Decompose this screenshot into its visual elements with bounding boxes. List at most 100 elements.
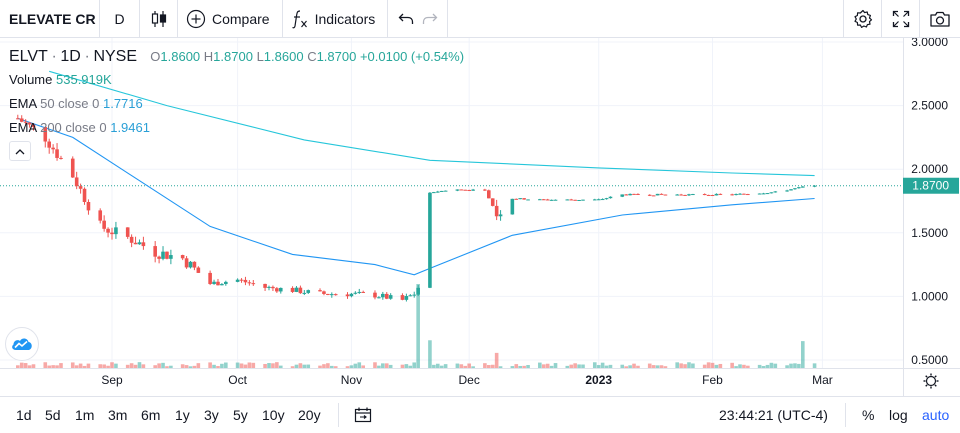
volume-bar — [180, 364, 185, 368]
interval-button[interactable]: D — [100, 0, 140, 38]
ema200-legend[interactable]: EMA 200 close 0 1.9461 — [9, 120, 150, 135]
range-button-3m[interactable]: 3m — [108, 407, 128, 423]
candle — [180, 254, 185, 261]
candle — [55, 143, 59, 161]
candle — [330, 292, 334, 298]
candle — [608, 196, 613, 199]
percent-scale-toggle[interactable]: % — [862, 407, 875, 423]
volume-bar — [620, 364, 625, 368]
volume-bar — [463, 365, 468, 368]
candle — [549, 199, 554, 201]
candle — [208, 270, 212, 286]
price-chart[interactable]: 3.0000 2.5000 2.0000 1.5000 1.0000 0.5000 Sep… — [0, 38, 960, 396]
candle — [581, 199, 585, 201]
volume-bar — [702, 364, 707, 368]
settings-button[interactable] — [844, 0, 882, 38]
volume-bar — [812, 363, 817, 368]
snapshot-button[interactable] — [920, 0, 960, 38]
candle — [459, 189, 464, 191]
candle — [349, 292, 354, 298]
range-button-5d[interactable]: 5d — [45, 407, 61, 423]
volume-bar — [192, 365, 197, 368]
volume-bar — [471, 366, 475, 368]
symbol-label: ELEVATE CR — [9, 10, 96, 27]
volume-bar — [738, 364, 742, 368]
candle — [463, 189, 468, 191]
candle — [761, 192, 766, 195]
undo-icon[interactable] — [398, 12, 414, 26]
time-axis-settings-icon[interactable] — [923, 373, 939, 389]
volume-bar — [294, 364, 299, 368]
volume-bar — [251, 362, 256, 368]
volume-bar — [757, 364, 762, 368]
range-button-3y[interactable]: 3y — [204, 407, 219, 423]
ema50-legend[interactable]: EMA 50 close 0 1.7716 — [9, 96, 143, 111]
indicators-button[interactable]: Indicators — [283, 0, 389, 38]
candle — [106, 227, 110, 238]
log-scale-toggle[interactable]: log — [889, 407, 908, 423]
candle — [16, 114, 20, 120]
candle — [388, 293, 393, 300]
redo-icon[interactable] — [422, 12, 438, 26]
range-button-10y[interactable]: 10y — [262, 407, 285, 423]
volume-bar — [746, 365, 750, 368]
interval-label: D — [114, 10, 125, 27]
fullscreen-button[interactable] — [882, 0, 920, 38]
volume-bar — [302, 364, 307, 368]
range-button-1d[interactable]: 1d — [16, 407, 32, 423]
price-tick-label: 1.5000 — [911, 226, 948, 240]
volume-bar — [381, 363, 385, 368]
candle — [765, 193, 770, 195]
candle — [326, 293, 330, 296]
price-tick-label: 1.0000 — [911, 289, 948, 303]
range-button-1y[interactable]: 1y — [175, 407, 190, 423]
volume-bar — [384, 363, 389, 368]
volume-bar — [161, 362, 165, 368]
volume-bar — [569, 364, 574, 368]
volume-bar — [494, 352, 499, 368]
cloud-chart-icon — [12, 338, 32, 350]
volume-bar — [518, 365, 522, 368]
volume-legend[interactable]: Volume 535.919K — [9, 72, 112, 87]
symbol-search-button[interactable]: ELEVATE CR — [0, 0, 100, 38]
volume-bar — [16, 365, 20, 368]
collapse-legend-button[interactable] — [9, 141, 31, 161]
range-button-20y[interactable]: 20y — [298, 407, 321, 423]
volume-bar — [169, 365, 173, 368]
candle — [251, 280, 256, 286]
candle — [714, 193, 719, 196]
volume-bar — [78, 363, 83, 368]
candle — [636, 193, 640, 195]
candle — [742, 193, 746, 195]
candle — [467, 189, 471, 192]
compare-button[interactable]: Compare — [178, 0, 283, 38]
candle — [651, 195, 656, 197]
legend-open-label: O — [150, 49, 161, 64]
compare-label: Compare — [212, 10, 270, 27]
candle — [224, 280, 228, 286]
volume-bar — [789, 363, 793, 368]
candles — [16, 114, 817, 302]
range-button-5y[interactable]: 5y — [233, 407, 248, 423]
auto-scale-toggle[interactable]: auto — [922, 407, 950, 423]
range-button-6m[interactable]: 6m — [141, 407, 161, 423]
candle — [357, 288, 362, 294]
tradingview-logo[interactable] — [5, 327, 39, 361]
volume-bar — [785, 365, 789, 368]
volume-bar — [114, 363, 118, 368]
ema50-label: EMA — [9, 96, 37, 111]
range-button-1m[interactable]: 1m — [75, 407, 95, 423]
volume-bar — [216, 366, 220, 368]
candle — [730, 193, 734, 196]
chart-type-button[interactable] — [140, 0, 178, 38]
calendar-range-icon[interactable] — [354, 407, 372, 423]
volume-bar — [549, 365, 554, 368]
volume-bar — [604, 365, 609, 368]
legend-change: +0.0100 (+0.54%) — [359, 49, 465, 64]
volume-bar — [608, 364, 613, 368]
candle — [569, 198, 574, 201]
candle — [381, 291, 385, 300]
last-price-text: 1.8700 — [912, 179, 949, 193]
candle — [212, 279, 216, 285]
clock-timezone[interactable]: 23:44:21 (UTC-4) — [719, 407, 828, 423]
